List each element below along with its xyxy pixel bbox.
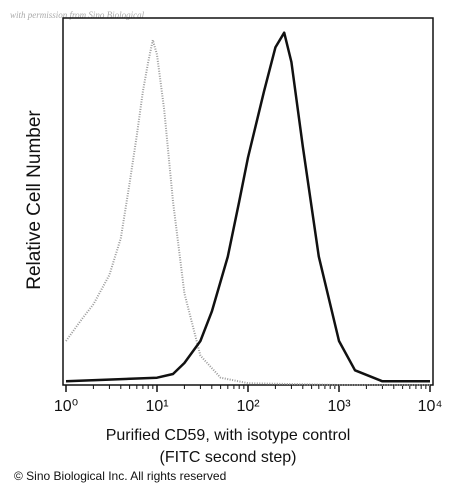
plot-frame <box>62 17 434 386</box>
x-tick-label: 10³ <box>327 398 351 415</box>
x-axis-label: Purified CD59, with isotype control <box>106 427 351 444</box>
histogram-line <box>65 39 430 386</box>
y-axis-label: Relative Cell Number <box>24 110 45 290</box>
x-tick-label: 10¹ <box>145 398 168 415</box>
x-axis-label: (FITC second step) <box>160 449 297 466</box>
x-tick-label: 10⁴ <box>418 398 443 415</box>
watermark: with permission from Sino Biological <box>10 10 145 20</box>
copyright: © Sino Biological Inc. All rights reserv… <box>14 469 226 483</box>
histogram-line <box>65 31 430 383</box>
x-tick-label: 10⁰ <box>54 398 78 415</box>
x-tick-label: 10² <box>236 398 260 415</box>
